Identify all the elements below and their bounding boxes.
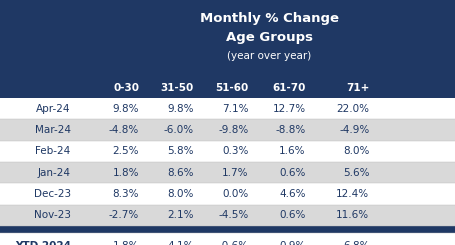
Text: 8.0%: 8.0% xyxy=(167,189,193,199)
Text: 8.0%: 8.0% xyxy=(342,146,369,156)
Text: (year over year): (year over year) xyxy=(227,51,310,61)
Text: 2.5%: 2.5% xyxy=(112,146,139,156)
Text: -8.8%: -8.8% xyxy=(275,125,305,135)
Text: Age Groups: Age Groups xyxy=(225,31,312,44)
FancyBboxPatch shape xyxy=(0,226,455,233)
Text: 6.8%: 6.8% xyxy=(342,241,369,245)
Text: Nov-23: Nov-23 xyxy=(34,210,71,220)
Text: 0-30: 0-30 xyxy=(113,83,139,93)
FancyBboxPatch shape xyxy=(0,119,455,141)
Text: -4.5%: -4.5% xyxy=(218,210,248,220)
Text: 4.6%: 4.6% xyxy=(278,189,305,199)
Text: 5.8%: 5.8% xyxy=(167,146,193,156)
FancyBboxPatch shape xyxy=(0,0,455,77)
Text: 0.6%: 0.6% xyxy=(278,168,305,178)
Text: 1.7%: 1.7% xyxy=(222,168,248,178)
Text: Feb-24: Feb-24 xyxy=(35,146,71,156)
Text: 9.8%: 9.8% xyxy=(167,104,193,114)
Text: 11.6%: 11.6% xyxy=(335,210,369,220)
Text: 0.6%: 0.6% xyxy=(278,210,305,220)
Text: Monthly % Change: Monthly % Change xyxy=(199,12,338,25)
Text: 9.8%: 9.8% xyxy=(112,104,139,114)
Text: 51-60: 51-60 xyxy=(215,83,248,93)
Text: YTD 2024: YTD 2024 xyxy=(15,241,71,245)
Text: 4.1%: 4.1% xyxy=(167,241,193,245)
Text: 71+: 71+ xyxy=(345,83,369,93)
Text: -0.6%: -0.6% xyxy=(218,241,248,245)
FancyBboxPatch shape xyxy=(0,183,455,205)
FancyBboxPatch shape xyxy=(0,162,455,183)
FancyBboxPatch shape xyxy=(0,141,455,162)
Text: 8.3%: 8.3% xyxy=(112,189,139,199)
FancyBboxPatch shape xyxy=(0,98,455,119)
Text: 0.3%: 0.3% xyxy=(222,146,248,156)
Text: 12.4%: 12.4% xyxy=(335,189,369,199)
FancyBboxPatch shape xyxy=(0,205,455,226)
Text: -4.8%: -4.8% xyxy=(109,125,139,135)
Text: 1.8%: 1.8% xyxy=(112,168,139,178)
Text: Dec-23: Dec-23 xyxy=(34,189,71,199)
Text: 2.1%: 2.1% xyxy=(167,210,193,220)
Text: 1.8%: 1.8% xyxy=(112,241,139,245)
Text: 22.0%: 22.0% xyxy=(336,104,369,114)
Text: -9.8%: -9.8% xyxy=(218,125,248,135)
Text: Jan-24: Jan-24 xyxy=(38,168,71,178)
Text: 7.1%: 7.1% xyxy=(222,104,248,114)
Text: 12.7%: 12.7% xyxy=(272,104,305,114)
Text: 61-70: 61-70 xyxy=(272,83,305,93)
Text: 0.0%: 0.0% xyxy=(222,189,248,199)
Text: 31-50: 31-50 xyxy=(160,83,193,93)
Text: 8.6%: 8.6% xyxy=(167,168,193,178)
FancyBboxPatch shape xyxy=(0,233,455,245)
Text: Apr-24: Apr-24 xyxy=(36,104,71,114)
Text: 0.9%: 0.9% xyxy=(278,241,305,245)
Text: 1.6%: 1.6% xyxy=(278,146,305,156)
Text: -6.0%: -6.0% xyxy=(163,125,193,135)
Text: 5.6%: 5.6% xyxy=(342,168,369,178)
FancyBboxPatch shape xyxy=(0,77,455,98)
Text: -2.7%: -2.7% xyxy=(109,210,139,220)
Text: -4.9%: -4.9% xyxy=(339,125,369,135)
Text: Mar-24: Mar-24 xyxy=(35,125,71,135)
